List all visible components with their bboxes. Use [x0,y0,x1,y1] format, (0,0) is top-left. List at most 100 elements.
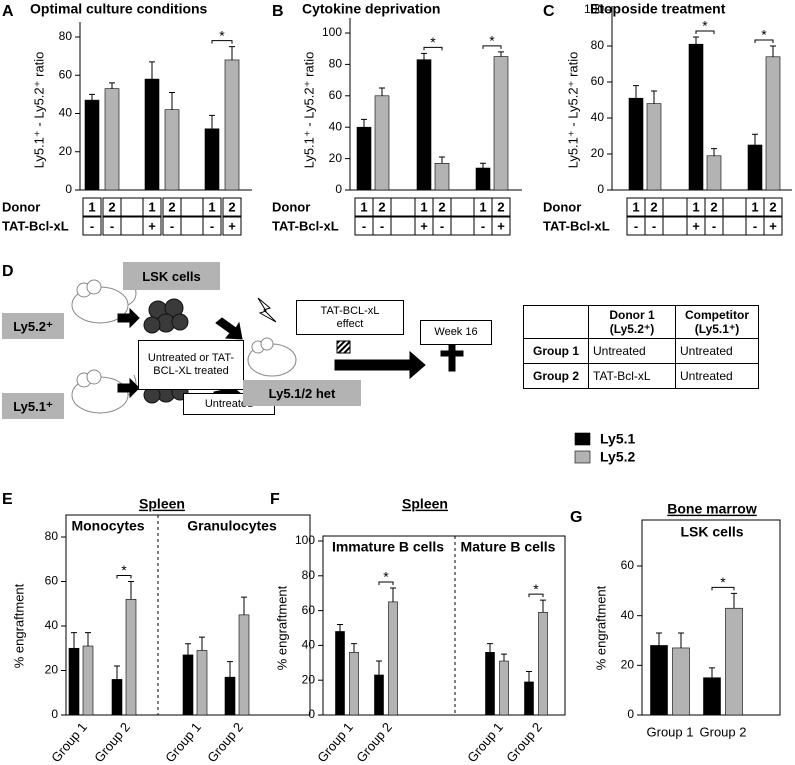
table-gap-cell [450,197,475,217]
bar [672,647,690,716]
x-tick-label: Group 1 [647,724,694,739]
y-tick-label: 20 [45,663,59,677]
error-bar [128,581,134,600]
error-bar [770,45,776,57]
bar [196,650,208,716]
error-bar [379,87,385,96]
table-value: - [753,218,757,233]
x-tick-label: Group 1 [162,719,204,765]
cell: TAT-Bcl-xL [588,363,676,389]
table-cell [82,216,102,236]
y-tick-label: 60 [302,603,316,617]
error-bar [89,93,95,101]
error-bar [209,114,215,129]
y-tick-label: 0 [335,182,342,196]
timepoint-box: Week 16 [420,320,492,345]
cell: Untreated [675,363,759,389]
y-tick-label: 80 [45,529,59,543]
table-value: 1 [692,199,699,214]
x-tick-label: Group 2 [204,719,246,765]
table-value: 1 [360,199,367,214]
bar [144,78,160,191]
panel-letter: B [272,3,284,20]
bar [388,601,398,716]
table-value: - [712,218,716,233]
table-row-label: TAT-Bcl-xL [2,218,69,233]
table-value: 2 [228,199,235,214]
bar [125,598,137,716]
error-bar [693,36,699,45]
table-row-label: TAT-Bcl-xL [543,218,610,233]
y-tick-label: 40 [45,618,59,632]
bar [706,155,722,191]
legend-swatch [574,432,591,446]
table-gap-cell [662,216,688,236]
table-gap-cell [722,197,747,217]
table-gap-cell [722,216,747,236]
table-cell [142,197,162,217]
error-bar [169,91,175,110]
y-tick-label: 0 [308,707,315,721]
recipient-box: Ly5.1/2 het [243,380,361,406]
table-value: 2 [769,199,776,214]
y-tick-label: 40 [59,106,73,120]
bar [725,607,743,716]
significance-label: * [430,34,436,50]
table-value: 2 [168,199,175,214]
table-cell [763,197,783,217]
error-bar [656,632,662,646]
significance-label: * [533,581,539,597]
table-value: 2 [650,199,657,214]
error-bar [185,643,191,655]
mouse [247,337,297,377]
significance-label: * [383,569,389,585]
bar [499,660,509,716]
group-table: Donor 1 (Ly5.2⁺) Competitor (Ly5.1⁺) Gro… [523,305,759,389]
significance-label: * [489,33,495,49]
subtitle: Mature B cells [461,539,556,555]
y-tick-label: 60 [621,558,635,572]
error-bar [678,632,684,648]
panel-letter: D [2,263,14,280]
error-bar [361,118,367,128]
table-cell [202,197,222,217]
x-tick-label: Group 2 [353,719,395,765]
table-cell [491,197,511,217]
y-axis-label: % engraftment [593,585,608,670]
y-tick-label: 0 [65,182,72,196]
significance-bracket [116,575,132,579]
x-tick-label: Group 2 [91,719,133,765]
table-value: 2 [378,199,385,214]
bar [238,614,250,716]
subtitle: LSK cells [680,524,743,540]
bar [164,109,180,191]
table-value: 1 [148,199,155,214]
table-value: 2 [108,199,115,214]
error-bar [487,643,493,653]
panel-letter: A [2,3,14,20]
subtitle: Monocytes [71,518,144,534]
error-bar [709,667,715,678]
y-axis-label: Ly5.1⁺ - Ly5.2⁺ ratio [301,52,316,169]
cell: Untreated [675,338,759,364]
table-value: 1 [479,199,486,214]
effect-box: TAT-BCL-xL effect [296,300,404,335]
diagram-shapes [71,279,297,414]
y-tick-label: 80 [329,57,343,71]
table-value: + [769,218,777,233]
error-bar [241,596,247,615]
table-value: - [210,218,214,233]
legend-label: Ly5.1 [600,431,635,447]
bar [493,56,509,191]
error-bar [337,624,343,632]
error-bar [501,653,507,662]
chart-title: Optimal culture conditions [30,1,208,17]
panel-letter: C [543,3,555,20]
significance-bracket [378,581,394,585]
significance-label: * [720,574,726,590]
bar [524,681,534,716]
bar [747,144,763,191]
bar [434,163,450,191]
subtitle: Immature B cells [332,539,444,555]
bar [224,59,240,191]
